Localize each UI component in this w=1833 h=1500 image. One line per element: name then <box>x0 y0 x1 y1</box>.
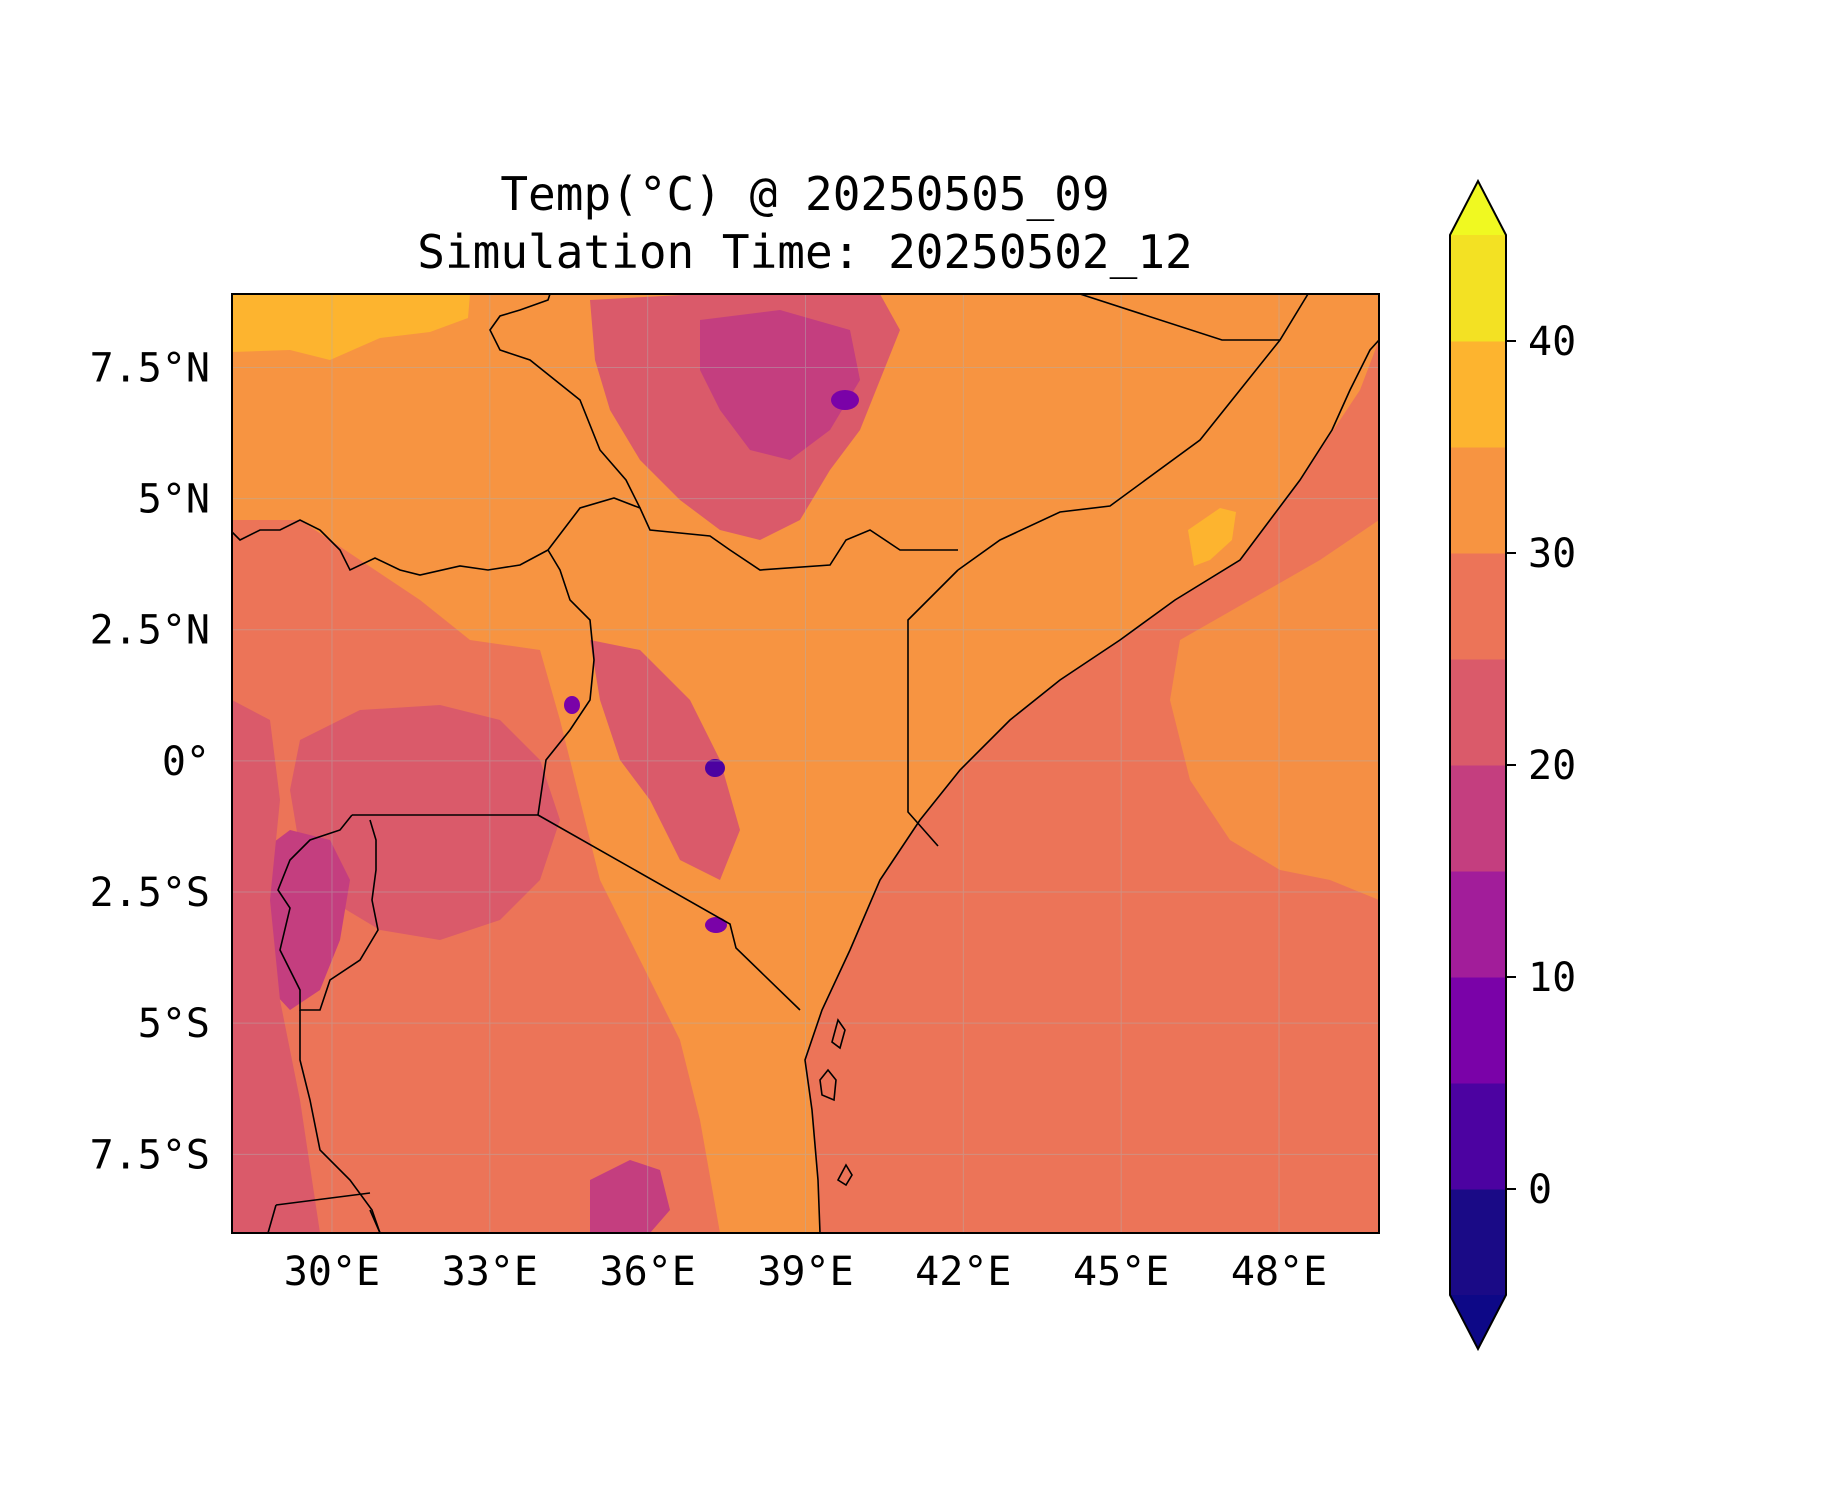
colorbar-tick-label: 0 <box>1528 1167 1552 1213</box>
longitude-tick-label: 30°E <box>284 1249 380 1295</box>
colorbar-band <box>1450 977 1506 1084</box>
country-borders <box>232 294 1379 1233</box>
border-zambia <box>275 1192 371 1206</box>
map-title-line2: Simulation Time: 20250502_12 <box>417 225 1192 279</box>
border-tanzania-west <box>299 1010 381 1233</box>
colorbar-band <box>1450 871 1506 978</box>
longitude-tick-label: 33°E <box>442 1249 538 1295</box>
longitude-tick-label: 36°E <box>599 1249 695 1295</box>
field-kenya-peak-2 <box>564 696 580 714</box>
field-kenya-highlands <box>590 640 740 880</box>
latitude-tick-label: 7.5°S <box>90 1132 210 1178</box>
border-malawi-tanzania <box>267 1204 381 1233</box>
longitude-tick-label: 48°E <box>1231 1249 1327 1295</box>
latitude-tick-labels: 7.5°N 5°N 2.5°N 0° 2.5°S 5°S 7.5°S <box>90 345 210 1178</box>
latitude-tick-label: 0° <box>162 739 210 785</box>
field-ocean-warm-streaks <box>1170 520 1379 900</box>
field-west-edge <box>232 700 320 1233</box>
colorbar-band <box>1450 1189 1506 1296</box>
latitude-tick-label: 5°S <box>138 1001 210 1047</box>
field-kenya-peak-1 <box>705 759 725 777</box>
colorbar-tick-label: 10 <box>1528 955 1576 1001</box>
latitude-tick-label: 7.5°N <box>90 345 210 391</box>
colorbar-tick-label: 40 <box>1528 319 1576 365</box>
field-south-highlands <box>590 1160 670 1233</box>
coastline-east-africa <box>804 339 1379 1233</box>
latitude-tick-label: 5°N <box>138 477 210 523</box>
border-sudan-ethiopia <box>489 294 641 509</box>
latitude-tick-label: 2.5°N <box>90 608 210 654</box>
longitude-tick-labels: 30°E 33°E 36°E 39°E 42°E 45°E 48°E <box>284 1249 1327 1295</box>
border-kenya-somalia <box>907 569 959 847</box>
map-gridlines <box>232 294 1379 1233</box>
colorbar-extend-high <box>1450 181 1506 235</box>
island-pemba <box>819 1068 837 1102</box>
map-panel <box>232 294 1379 1233</box>
colorbar-outline <box>1449 178 1507 1352</box>
latitude-tick-label: 2.5°S <box>90 870 210 916</box>
colorbar: 0 10 20 30 40 <box>1449 178 1576 1352</box>
field-hot-northwest <box>232 294 470 360</box>
colorbar-band <box>1450 341 1506 448</box>
longitude-tick-label: 39°E <box>757 1249 853 1295</box>
colorbar-band <box>1450 765 1506 872</box>
colorbar-tick-label: 30 <box>1528 531 1576 577</box>
colorbar-band <box>1450 659 1506 766</box>
border-uganda-kenya <box>537 549 595 816</box>
field-ethiopian-highlands-core <box>700 310 860 460</box>
island-mafia <box>836 1163 853 1187</box>
colorbar-band <box>1450 447 1506 554</box>
border-somaliland <box>1079 294 1280 341</box>
colorbar-band <box>1450 1083 1506 1190</box>
map-title-line1: Temp(°C) @ 20250505_09 <box>500 167 1109 221</box>
field-ethiopian-peak <box>831 390 859 410</box>
colorbar-extend-low <box>1450 1295 1506 1349</box>
field-lake-basin <box>290 705 560 940</box>
longitude-tick-label: 42°E <box>915 1249 1011 1295</box>
field-kilimanjaro <box>705 917 727 933</box>
colorbar-band <box>1450 235 1506 342</box>
longitude-tick-label: 45°E <box>1073 1249 1169 1295</box>
island-zanzibar <box>831 1018 846 1050</box>
map-frame <box>231 293 1380 1234</box>
field-hot-somalia <box>1188 508 1236 566</box>
border-kenya-tanzania <box>537 814 801 1011</box>
border-kenya-ethiopia <box>547 497 958 571</box>
colorbar-band <box>1450 553 1506 660</box>
colorbar-tick-label: 20 <box>1528 743 1576 789</box>
border-uganda-south-sudan <box>232 519 549 576</box>
